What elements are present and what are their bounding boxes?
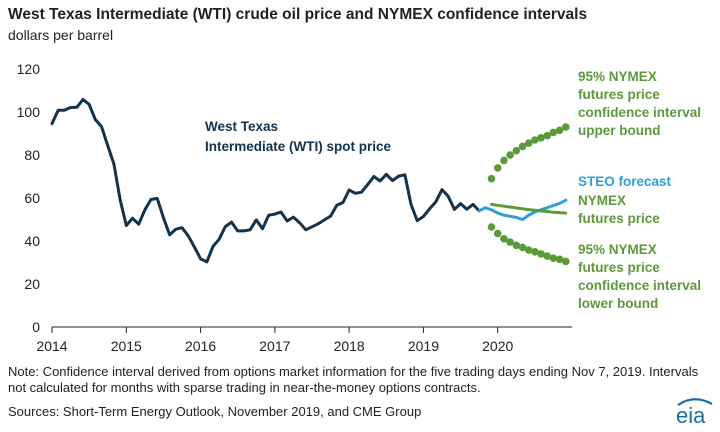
ci-lower-line-point xyxy=(555,255,564,264)
ci-upper-line-point xyxy=(524,139,533,147)
ci-lower-line-point xyxy=(506,238,514,246)
ci-lower-label-line-3: confidence interval xyxy=(578,278,701,293)
ci-lower-line-point xyxy=(500,235,508,243)
spot-price-label-line-2: Intermediate (WTI) spot price xyxy=(205,139,392,154)
ci-upper-line-point xyxy=(543,131,551,140)
ci-upper-label-line-4: upper bound xyxy=(578,123,660,138)
ci-upper-line-point xyxy=(549,128,558,137)
y-tick-label: 40 xyxy=(24,233,40,249)
nymex-futures-label: NYMEX futures price xyxy=(578,193,660,226)
x-tick-label: 2015 xyxy=(111,338,142,354)
ci-lower-line-point xyxy=(537,250,545,258)
ci-upper-line-point xyxy=(500,156,508,165)
y-tick-label: 120 xyxy=(17,61,41,77)
spot-price-label: West Texas Intermediate (WTI) spot price xyxy=(205,119,392,154)
y-tick-label: 0 xyxy=(32,319,40,335)
ci-upper-line-point xyxy=(562,123,570,131)
ci-lower-line-point xyxy=(562,257,570,266)
eia-logo-arc xyxy=(677,398,713,406)
ci-upper-label: 95% NYMEX futures price confidence inter… xyxy=(578,69,705,138)
spot-price-line xyxy=(50,98,481,264)
ci-lower-line-point xyxy=(543,252,551,260)
eia-logo: eia xyxy=(676,398,713,428)
ci-upper-line-point xyxy=(531,136,539,144)
spot-price-label-line-1: West Texas xyxy=(205,119,278,134)
steo-forecast-label-line-1: STEO forecast xyxy=(578,174,672,189)
ci-lower-line-point xyxy=(493,229,502,238)
ci-lower-label-line-1: 95% NYMEX xyxy=(578,242,657,257)
y-tick-label: 20 xyxy=(24,276,40,292)
x-tick-label: 2017 xyxy=(259,338,290,354)
ci-upper-line-point xyxy=(555,126,564,135)
ci-upper-line-point xyxy=(493,164,502,172)
ci-lower-label: 95% NYMEX futures price confidence inter… xyxy=(578,242,705,311)
x-tick-label: 2014 xyxy=(36,338,67,354)
chart-note: Note: Confidence interval derived from o… xyxy=(8,364,699,395)
chart-sources: Sources: Short-Term Energy Outlook, Nove… xyxy=(8,404,422,419)
ci-upper-line-point xyxy=(506,151,514,159)
ci-upper-line-point xyxy=(487,174,496,183)
nymex-futures-line xyxy=(490,202,568,215)
ci-upper-line-point xyxy=(537,134,545,142)
x-tick-label: 2020 xyxy=(482,338,513,354)
x-tick-label: 2018 xyxy=(334,338,365,354)
ci-upper-label-line-2: futures price xyxy=(578,87,660,102)
y-tick-label: 80 xyxy=(24,147,40,163)
chart-title: West Texas Intermediate (WTI) crude oil … xyxy=(8,6,588,23)
ci-lower-line-point xyxy=(487,223,496,231)
ci-lower-label-line-2: futures price xyxy=(578,260,660,275)
ci-lower-line-point xyxy=(524,246,533,254)
ci-lower-line xyxy=(487,223,570,266)
ci-lower-label-line-4: lower bound xyxy=(578,296,658,311)
x-tick-label: 2019 xyxy=(408,338,439,354)
steo-forecast-label: STEO forecast xyxy=(578,174,672,189)
y-tick-label: 100 xyxy=(17,104,41,120)
ci-upper-label-line-3: confidence interval xyxy=(578,105,701,120)
ci-lower-line-point xyxy=(518,243,527,252)
nymex-futures-label-line-1: NYMEX xyxy=(578,193,626,208)
ci-upper-line-point xyxy=(512,146,521,155)
eia-logo-text: eia xyxy=(676,403,706,428)
x-tick-label: 2016 xyxy=(185,338,216,354)
y-tick-label: 60 xyxy=(24,190,40,206)
steo-forecast-line xyxy=(477,198,568,221)
ci-upper-label-line-1: 95% NYMEX xyxy=(578,69,657,84)
chart-subtitle: dollars per barrel xyxy=(8,27,114,43)
ci-lower-line-point xyxy=(512,241,521,250)
ci-lower-line-point xyxy=(549,254,558,262)
ci-lower-line-point xyxy=(531,248,539,256)
ci-upper-line-point xyxy=(518,142,527,151)
nymex-futures-label-line-2: futures price xyxy=(578,211,660,226)
ci-upper-line xyxy=(487,123,570,183)
